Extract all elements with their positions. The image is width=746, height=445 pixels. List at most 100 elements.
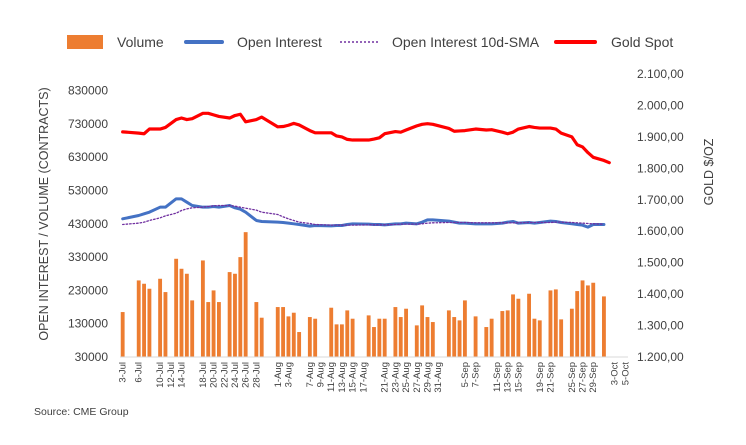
legend-label-volume: Volume <box>117 34 164 50</box>
y-tick-left-label: 230000 <box>68 283 108 297</box>
x-tick-label: 10-Jul <box>155 362 166 388</box>
volume-bar <box>334 324 339 357</box>
x-tick-label: 5-Oct <box>620 362 631 386</box>
volume-bar <box>372 327 376 357</box>
x-tick-label: 7-Aug <box>305 362 316 387</box>
volume-bar <box>559 319 564 357</box>
x-tick-label: 31-Aug <box>433 362 444 393</box>
volume-bar <box>591 282 596 357</box>
volume-bar <box>227 272 232 357</box>
volume-bar <box>585 285 590 357</box>
volume-bar <box>404 308 409 357</box>
y-tick-right-label: 2.000,00 <box>637 98 684 112</box>
volume-bar <box>254 302 259 357</box>
x-tick-label: 25-Aug <box>401 362 412 393</box>
volume-bar <box>339 324 344 357</box>
x-tick-label: 20-Jul <box>209 362 220 388</box>
x-tick-label: 29-Aug <box>422 362 433 393</box>
volume-bar <box>580 280 585 357</box>
x-tick-label: 29-Sep <box>588 362 599 393</box>
x-tick-label: 11-Aug <box>326 362 337 392</box>
y-axis-right: 1.200,00 1.300,00 1.400,00 1.500,00 1.600,00… <box>637 67 684 364</box>
x-tick-label: 26-Jul <box>241 362 252 388</box>
volume-bar <box>473 316 478 357</box>
volume-bar <box>553 289 558 357</box>
y-tick-left-label: 830000 <box>68 84 108 98</box>
x-tick-label: 5-Sep <box>460 362 471 387</box>
legend-item-gold-spot[interactable]: Gold Spot <box>554 34 673 50</box>
x-tick-label: 7-Sep <box>471 362 482 387</box>
volume-bar <box>243 232 248 357</box>
y-tick-right-label: 1.600,00 <box>637 224 684 238</box>
x-tick-label: 18-Jul <box>198 362 209 388</box>
volume-bar <box>430 322 435 357</box>
volume-bar <box>190 300 195 357</box>
volume-bar <box>511 294 515 357</box>
x-tick-label: 15-Aug <box>348 362 359 393</box>
x-tick-label: 24-Jul <box>230 362 241 388</box>
y-tick-left-label: 730000 <box>68 117 108 131</box>
volume-bar <box>489 318 494 357</box>
volume-bar <box>457 320 462 357</box>
volume-bar <box>537 320 542 357</box>
y-axis-right-title: GOLD $/OZ <box>702 138 716 205</box>
volume-bar <box>452 317 457 357</box>
x-tick-label: 3-Aug <box>283 362 294 387</box>
x-tick-label: 11-Sep <box>492 362 503 392</box>
volume-bar <box>233 273 237 357</box>
volume-bar <box>136 280 141 357</box>
x-tick-label: 27-Aug <box>412 362 423 393</box>
legend-label-open-interest: Open Interest <box>237 34 322 50</box>
y-tick-left-label: 330000 <box>68 250 108 264</box>
volume-bar <box>147 288 152 357</box>
x-tick-label: 19-Sep <box>535 362 546 393</box>
legend-item-volume[interactable]: Volume <box>67 34 164 50</box>
y-tick-right-label: 2.100,00 <box>637 67 684 81</box>
volume-bar <box>142 283 146 357</box>
legend-label-open-interest-sma: Open Interest 10d-SMA <box>392 34 540 50</box>
volume-bar <box>163 292 168 357</box>
y-tick-left-label: 430000 <box>68 217 108 231</box>
volume-bar <box>425 317 430 357</box>
legend-item-open-interest-sma[interactable]: Open Interest 10d-SMA <box>340 34 540 50</box>
y-axis-left: 30000 130000 230000 330000 430000 530000 63000… <box>68 84 108 364</box>
legend-swatch-volume <box>67 35 103 49</box>
volume-bars <box>120 232 606 357</box>
volume-bar <box>184 273 189 357</box>
volume-bar <box>313 318 318 357</box>
volume-bar <box>602 296 606 357</box>
legend-item-open-interest[interactable]: Open Interest <box>184 34 322 50</box>
volume-bar <box>484 327 489 357</box>
volume-bar <box>575 291 580 357</box>
y-axis-left-title: OPEN INTEREST / VOLUME (CONTRACTS) <box>37 87 51 340</box>
volume-bar <box>377 318 382 357</box>
volume-bar <box>217 302 221 357</box>
volume-bar <box>291 312 296 357</box>
volume-bar <box>297 332 302 357</box>
series-lines <box>121 111 611 229</box>
volume-bar <box>420 305 425 357</box>
x-tick-label: 21-Aug <box>380 362 391 393</box>
y-tick-right-label: 1.200,00 <box>637 350 684 364</box>
x-tick-label: 27-Sep <box>578 362 589 393</box>
y-tick-right-label: 1.500,00 <box>637 256 684 270</box>
x-tick-label: 25-Sep <box>567 362 578 393</box>
volume-bar <box>393 307 398 357</box>
y-tick-right-label: 1.800,00 <box>637 161 684 175</box>
volume-bar <box>200 260 205 357</box>
x-tick-label: 9-Aug <box>316 362 327 387</box>
volume-bar <box>398 317 403 357</box>
x-tick-label: 14-Jul <box>176 362 187 388</box>
volume-bar <box>350 318 355 357</box>
volume-bar <box>259 317 264 357</box>
x-tick-label: 22-Jul <box>219 362 230 388</box>
x-tick-label: 3-Oct <box>610 362 621 386</box>
volume-bar <box>179 268 184 357</box>
volume-bar <box>462 300 467 357</box>
y-tick-right-label: 1.900,00 <box>637 130 684 144</box>
x-tick-label: 13-Aug <box>337 362 348 393</box>
x-tick-label: 13-Sep <box>503 362 514 393</box>
volume-bar <box>158 278 163 357</box>
volume-bar <box>366 315 371 357</box>
x-tick-label: 17-Aug <box>358 362 369 393</box>
